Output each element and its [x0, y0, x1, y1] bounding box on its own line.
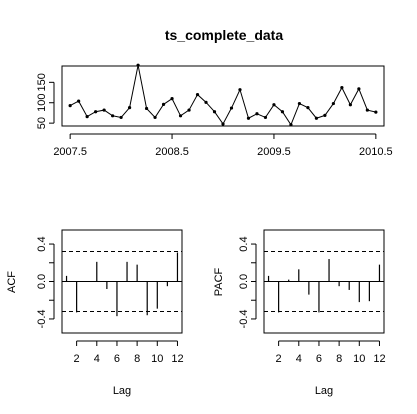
- pacf-bars: [264, 251, 384, 313]
- ts-point: [195, 92, 200, 97]
- ts-point: [263, 115, 268, 120]
- time-series-line: [68, 63, 378, 127]
- ts-point: [357, 87, 361, 91]
- ts-point: [119, 115, 123, 120]
- ts-point: [340, 86, 344, 90]
- ts-y-tick-label: 100: [36, 94, 48, 112]
- acf-bars: [62, 251, 182, 317]
- ts-point: [246, 116, 251, 120]
- ts-point: [187, 108, 191, 112]
- ts-point: [204, 100, 208, 104]
- acf-x-tick-label: 10: [151, 353, 163, 365]
- acf-y-tick-label: 0.4: [36, 236, 48, 251]
- pacf-x-tick-label: 10: [353, 353, 365, 365]
- pacf-y-tick-label: 0.4: [238, 236, 250, 251]
- ts-line-path: [69, 65, 376, 126]
- pacf-y-tick-label: 0.0: [238, 274, 250, 289]
- acf-x-tick-label: 2: [74, 353, 80, 365]
- ts-point: [102, 108, 106, 112]
- ts-point: [170, 97, 174, 101]
- ts-point: [289, 123, 293, 127]
- ts-point: [331, 101, 335, 106]
- chart-title: ts_complete_data: [165, 27, 283, 43]
- ts-point: [314, 116, 319, 120]
- ts-point: [348, 103, 352, 107]
- pacf-x-tick-label: 6: [316, 353, 322, 365]
- ts-point: [153, 115, 157, 120]
- acf-y-tick-label: -0.4: [36, 309, 48, 328]
- ts-point: [306, 106, 310, 110]
- time-series-axes: 2007.5 2008.5 2009.5 2010.5 50 100 150: [36, 73, 393, 158]
- ts-x-tick-label: 2008.5: [155, 146, 189, 158]
- ts-point: [280, 110, 285, 114]
- ts-point: [94, 110, 98, 114]
- pacf-x-axis-label: Lag: [315, 385, 333, 397]
- ts-point: [77, 99, 81, 103]
- ts-point: [221, 122, 225, 126]
- ts-point: [238, 88, 242, 92]
- acf-axes: 2 4 6 8 10 12 -0.4 0.0 0.4: [36, 236, 184, 365]
- ts-point: [161, 102, 166, 106]
- acf-panel: 2 4 6 8 10 12 -0.4 0.0 0.4 Lag ACF: [6, 229, 184, 397]
- ts-point: [178, 114, 183, 118]
- ts-point: [272, 103, 276, 107]
- ts-y-tick-label: 150: [36, 73, 48, 91]
- time-series-panel: ts_complete_data 2007.5 2008.5 2009.5 2010.…: [36, 27, 393, 158]
- pacf-x-tick-label: 12: [373, 353, 385, 365]
- ts-x-tick-label: 2010.5: [359, 146, 393, 158]
- ts-point: [255, 112, 259, 116]
- ts-point: [323, 113, 327, 117]
- pacf-y-tick-label: -0.4: [238, 309, 250, 328]
- ts-point: [374, 110, 378, 114]
- pacf-x-tick-label: 2: [276, 353, 282, 365]
- acf-y-axis-label: ACF: [6, 271, 18, 293]
- pacf-y-axis-label: PACF: [213, 267, 225, 296]
- acf-x-tick-label: 8: [134, 353, 140, 365]
- pacf-axes: 2 4 6 8 10 12 -0.4 0.0 0.4: [238, 236, 386, 365]
- acf-x-tick-label: 12: [171, 353, 183, 365]
- ts-point: [68, 103, 72, 108]
- acf-x-axis-label: Lag: [113, 385, 131, 397]
- acf-x-tick-label: 6: [114, 353, 120, 365]
- acf-y-tick-label: 0.0: [36, 274, 48, 289]
- pacf-x-tick-label: 4: [296, 353, 302, 365]
- ts-point: [297, 101, 302, 106]
- ts-point: [111, 114, 115, 118]
- pacf-x-tick-label: 8: [336, 353, 342, 365]
- pacf-panel: 2 4 6 8 10 12 -0.4 0.0 0.4 Lag PACF: [213, 229, 386, 397]
- ts-point: [212, 110, 217, 114]
- ts-point: [127, 106, 132, 110]
- ts-y-tick-label: 50: [36, 117, 48, 129]
- ts-point: [144, 106, 149, 111]
- ts-point: [365, 108, 369, 112]
- acf-x-tick-label: 4: [94, 353, 100, 365]
- ts-point: [85, 115, 89, 119]
- ts-point: [136, 63, 140, 67]
- ts-x-tick-label: 2009.5: [257, 146, 291, 158]
- time-series-plot-frame: [61, 65, 385, 127]
- ts-x-tick-label: 2007.5: [53, 146, 87, 158]
- ts-point: [229, 106, 234, 110]
